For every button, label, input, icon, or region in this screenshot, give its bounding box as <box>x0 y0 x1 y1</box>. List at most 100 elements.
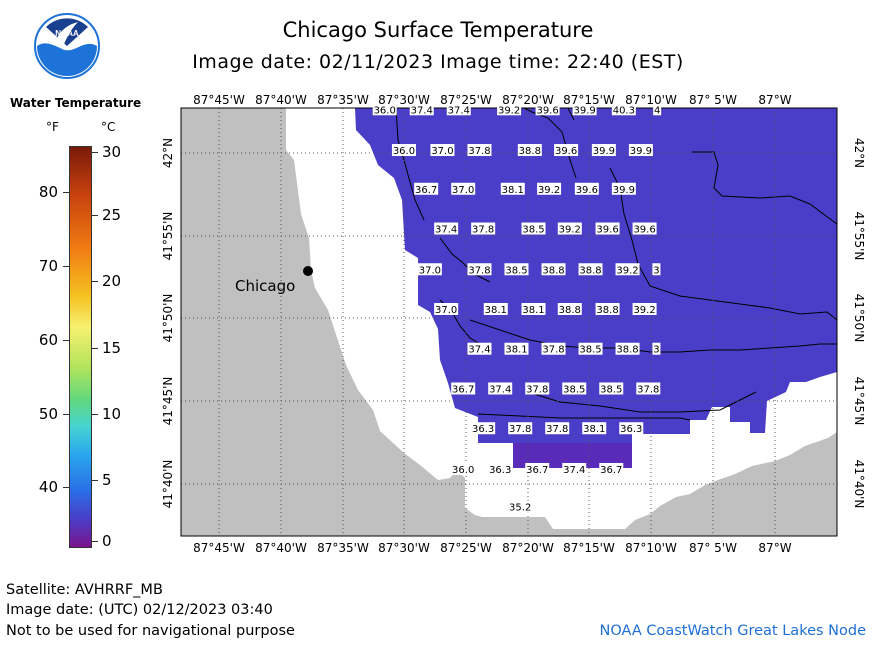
longitude-label: 87°10'W <box>625 93 677 107</box>
temperature-value: 36.3 <box>489 465 511 476</box>
longitude-label: 87° 5'W <box>689 93 737 107</box>
temperature-label-box <box>471 222 496 235</box>
temperature-label-box <box>537 182 562 195</box>
temperature-reading: 36.3 <box>488 462 513 476</box>
temperature-reading: 38.1 <box>582 422 607 435</box>
temperature-value: 38.1 <box>505 345 527 356</box>
temperature-label-box <box>451 382 476 395</box>
temperature-reading: 37.8 <box>467 144 492 157</box>
temperature-label-box <box>391 144 416 157</box>
temperature-label-box <box>554 144 579 157</box>
temperature-value: 39.9 <box>573 105 595 116</box>
temperature-value: 38.5 <box>579 345 601 356</box>
temperature-value: 36.7 <box>452 384 474 395</box>
legend-tick-f: 80 <box>38 183 58 201</box>
legend-tick-c: 15 <box>102 339 122 357</box>
temperature-label-box <box>467 263 492 276</box>
temperature-value: 37.0 <box>431 146 453 157</box>
temperature-label-box <box>652 342 661 355</box>
colorbar-tick <box>92 414 98 415</box>
temperature-label-box <box>451 462 476 475</box>
temperature-value: 37.0 <box>419 265 441 276</box>
temperature-label-box <box>632 302 657 315</box>
temperature-label-box <box>632 222 657 235</box>
temperature-label-box <box>497 103 522 116</box>
temperature-reading: 39.2 <box>497 103 522 116</box>
temperature-reading: 4 <box>653 103 662 116</box>
latitude-label: 41°50'N <box>852 294 866 343</box>
temperature-label-box <box>562 382 587 395</box>
longitude-label: 87° 5'W <box>689 541 737 555</box>
temperature-label-box <box>636 382 661 395</box>
top-longitude-labels: 87°45'W 87°40'W 87°35'W 87°30'W 87°25'W 87°20… <box>193 93 792 107</box>
temperature-value: 39.6 <box>536 105 558 116</box>
temperature-value: 37.8 <box>468 146 490 157</box>
temperature-label-box <box>619 422 644 435</box>
temperature-label-box <box>409 103 434 116</box>
temperature-label-box <box>562 462 587 475</box>
temperature-reading: 36.3 <box>471 422 496 435</box>
temperature-reading: 37.0 <box>434 302 459 316</box>
temperature-reading: 37.4 <box>434 222 459 236</box>
latitude-label: 42°N <box>161 138 175 168</box>
isotherm-lines <box>395 108 837 421</box>
temperature-value: 39.2 <box>498 105 520 116</box>
temperature-reading: 38.8 <box>595 302 620 316</box>
temperature-reading: 3 <box>652 342 661 356</box>
temperature-value: 37.4 <box>435 225 457 236</box>
temperature-label-box <box>574 182 599 195</box>
colorbar-tick <box>92 215 98 216</box>
temperature-label-box <box>599 382 624 395</box>
colorbar-tick <box>92 480 98 481</box>
temperature-reading: 39.2 <box>537 182 562 196</box>
temperature-label-box <box>582 422 607 435</box>
temperature-value: 37.0 <box>452 185 474 196</box>
temperature-value: 39.2 <box>616 265 638 276</box>
temperature-label-box <box>483 302 508 315</box>
temperature-label-box <box>508 500 533 513</box>
temperature-label-box <box>545 422 570 435</box>
temperature-label-box <box>414 182 439 195</box>
temperature-label-box <box>488 462 513 475</box>
temperature-reading: 38.1 <box>483 302 508 316</box>
temperature-reading: 38.8 <box>578 263 603 276</box>
legend-tick-c: 20 <box>102 272 122 290</box>
temperature-value: 38.8 <box>559 305 581 316</box>
temperature-label-box <box>517 144 542 157</box>
temperature-reading: 36.0 <box>451 462 476 476</box>
legend-unit-c: °C <box>101 120 116 134</box>
temperature-value: 37.8 <box>546 424 568 435</box>
legend-unit-f: °F <box>46 120 59 134</box>
longitude-label: 87°30'W <box>378 93 430 107</box>
temperature-label-box <box>417 263 442 276</box>
temperature-value: 38.5 <box>563 384 585 395</box>
temperature-reading: 37.8 <box>525 382 550 395</box>
temperature-value: 35.2 <box>509 503 531 514</box>
credit-link[interactable]: NOAA CoastWatch Great Lakes Node <box>599 623 866 639</box>
temperature-labels: 36.0 37.4 37.4 39.2 39.6 39.9 40.3 4 36.0 37.0 37.… <box>372 103 662 514</box>
temperature-reading: 37.8 <box>508 422 533 435</box>
temperature-reading: 35.2 <box>508 500 533 514</box>
temperature-reading: 38.8 <box>557 302 582 316</box>
temperature-value: 37.8 <box>509 424 531 435</box>
latitude-label: 41°55'N <box>161 212 175 261</box>
temperature-value: 39.6 <box>633 225 655 236</box>
longitude-label: 87°25'W <box>440 541 492 555</box>
latitude-label: 41°40'N <box>161 460 175 509</box>
temperature-label-box <box>434 302 459 315</box>
temperature-value: 36.0 <box>374 105 396 116</box>
temperature-label-box <box>572 103 597 116</box>
temperature-reading: 40.3 <box>611 103 636 116</box>
temperature-value: 36.7 <box>600 465 622 476</box>
temperature-label-box <box>578 263 603 276</box>
temperature-value: 40.3 <box>613 105 635 116</box>
temperature-value: 36.3 <box>472 424 494 435</box>
temperature-value: 39.2 <box>633 305 655 316</box>
temperature-label-box <box>541 342 566 355</box>
legend-tick-f: 70 <box>38 257 58 275</box>
temperature-value: 37.8 <box>637 384 659 395</box>
temperature-reading: 37.8 <box>541 342 566 356</box>
legend-tick-f: 50 <box>38 405 58 423</box>
legend-tick-f: 60 <box>38 331 58 349</box>
temperature-reading: 37.8 <box>545 422 570 435</box>
